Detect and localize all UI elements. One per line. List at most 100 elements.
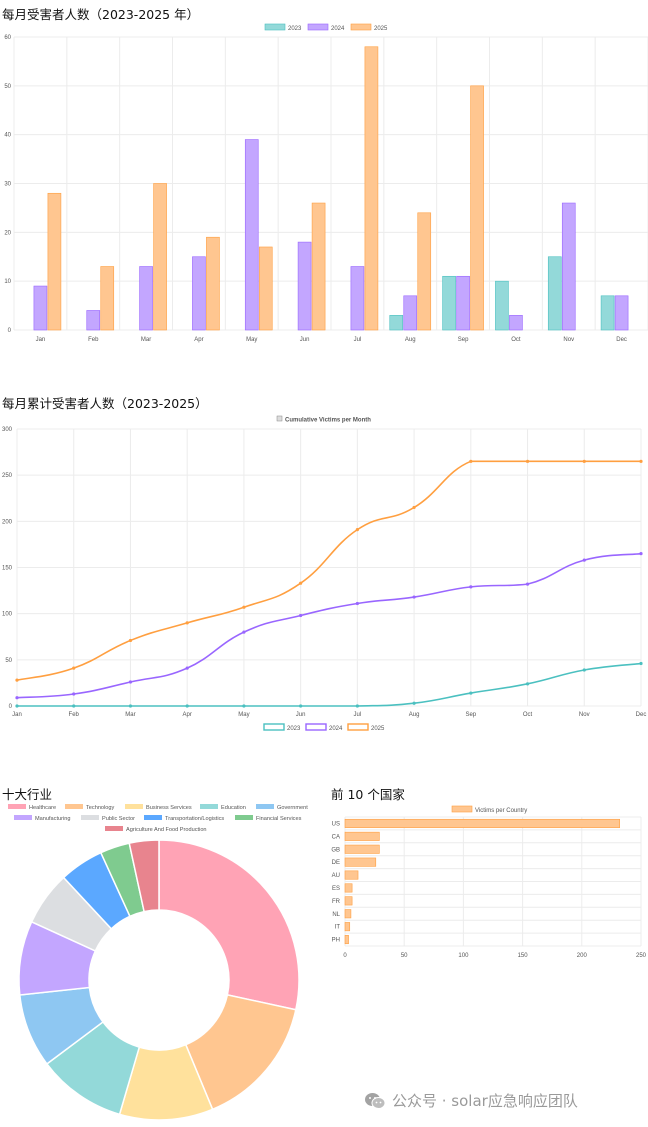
- bar-2024-mar: [139, 266, 153, 331]
- point-2025-mar: [128, 638, 133, 643]
- point-2024-feb: [72, 692, 76, 696]
- point-2023-jul: [355, 704, 359, 708]
- bar-2024-feb: [86, 310, 101, 331]
- bar-2025-aug: [417, 212, 432, 331]
- x-tick-label: Jul: [354, 712, 362, 718]
- point-2024-mar: [128, 680, 133, 684]
- slice-healthcare: [158, 839, 300, 1011]
- legend-swatch-3: [200, 804, 218, 809]
- point-2024-oct: [525, 582, 530, 586]
- legend-label-2024: 2024: [331, 26, 345, 32]
- y-tick-label: ES: [332, 886, 340, 892]
- point-2023-mar: [128, 704, 133, 708]
- x-tick-label: Aug: [409, 712, 420, 718]
- bar-2024-nov: [561, 202, 576, 331]
- point-2024-aug: [412, 595, 416, 599]
- bar-2023-dec: [600, 295, 615, 331]
- bar-2024-sep: [456, 275, 470, 331]
- slice-agriculture-and-food-production: [128, 839, 160, 913]
- legend-swatch-2025: [350, 23, 372, 31]
- point-2025-jan: [15, 678, 19, 682]
- legend-label-2024: 2024: [329, 726, 343, 732]
- x-tick-label: Feb: [69, 712, 80, 718]
- line-series-2023: [17, 662, 642, 707]
- x-tick-label: Dec: [636, 712, 647, 718]
- bar-2024-jun: [297, 241, 312, 331]
- y-tick-label: 200: [2, 519, 13, 525]
- legend-label-1: Technology: [86, 805, 115, 811]
- point-2025-oct: [525, 459, 530, 463]
- x-tick-label: May: [246, 337, 257, 343]
- watermark-text: 公众号 · solar应急响应团队: [392, 1092, 578, 1110]
- wechat-icon: [364, 1092, 386, 1110]
- legend-swatch-8: [235, 815, 253, 820]
- x-tick-label: Jun: [300, 337, 310, 343]
- bar-2023-oct: [495, 280, 509, 331]
- y-tick-label: PH: [332, 938, 340, 944]
- x-tick-label: May: [238, 712, 249, 718]
- y-tick-label: 100: [2, 612, 13, 618]
- legend-label-9: Agriculture And Food Production: [126, 827, 207, 833]
- chart-title: Cumulative Victims per Month: [285, 418, 371, 424]
- x-tick-label: 250: [636, 953, 647, 959]
- legend-label-3: Education: [221, 805, 246, 811]
- point-2023-aug: [412, 701, 416, 705]
- point-2025-feb: [72, 666, 76, 670]
- legend-swatch-5: [14, 815, 32, 820]
- x-tick-label: Feb: [88, 337, 99, 343]
- legend-swatch-2024: [305, 723, 327, 731]
- point-2023-jan: [15, 704, 19, 708]
- y-tick-label: AU: [332, 873, 340, 879]
- legend-label-2025: 2025: [371, 726, 385, 732]
- y-tick-label: 150: [2, 566, 13, 572]
- x-tick-label: 100: [458, 953, 469, 959]
- x-tick-label: Oct: [511, 337, 521, 343]
- bar-2024-apr: [192, 256, 206, 331]
- chart-title-swatch: [276, 415, 283, 422]
- point-2024-jul: [355, 601, 359, 606]
- y-tick-label: 300: [2, 427, 13, 433]
- legend-label: Victims per Country: [475, 808, 527, 814]
- legend-swatch-2023: [264, 23, 286, 31]
- bar-2024-dec: [614, 295, 629, 331]
- bar-2024-jul: [350, 266, 365, 331]
- bar-2025-jun: [311, 202, 326, 331]
- point-2024-sep: [469, 585, 473, 589]
- y-tick-label: 30: [4, 182, 11, 188]
- y-tick-label: 250: [2, 473, 13, 479]
- bar-2023-sep: [442, 275, 456, 331]
- x-tick-label: Jan: [12, 712, 22, 718]
- x-tick-label: Apr: [183, 712, 192, 718]
- y-tick-label: 60: [4, 35, 11, 41]
- legend-swatch-2023: [263, 723, 285, 731]
- y-tick-label: 40: [4, 133, 11, 139]
- x-tick-label: Nov: [579, 712, 590, 718]
- x-tick-label: Jul: [354, 337, 362, 343]
- y-tick-label: NL: [332, 912, 340, 918]
- y-tick-label: GB: [331, 847, 340, 853]
- point-2024-apr: [185, 666, 189, 670]
- point-2024-nov: [582, 558, 586, 562]
- y-tick-label: 20: [4, 230, 11, 236]
- x-tick-label: Mar: [141, 337, 151, 343]
- monthly-chart-title: 每月受害者人数（2023-2025 年）: [2, 7, 200, 22]
- y-tick-label: 0: [8, 328, 12, 334]
- legend-swatch-7: [144, 815, 162, 820]
- legend-swatch-2025: [347, 723, 369, 731]
- point-2023-jun: [299, 704, 303, 708]
- bar-it: [344, 922, 351, 932]
- legend-swatch-2024: [307, 23, 329, 31]
- x-tick-label: Sep: [465, 712, 476, 718]
- y-tick-label: 50: [5, 658, 12, 664]
- point-2025-apr: [185, 621, 189, 625]
- line-series-2024: [16, 552, 642, 699]
- y-tick-label: DE: [332, 860, 340, 866]
- point-2025-dec: [639, 459, 643, 463]
- x-tick-label: Dec: [616, 337, 627, 343]
- legend-label-6: Public Sector: [102, 816, 135, 822]
- bar-fr: [344, 896, 353, 906]
- x-tick-label: Jun: [296, 712, 306, 718]
- legend-swatch-4: [256, 804, 274, 809]
- legend-swatch-1: [65, 804, 83, 809]
- legend-label-7: Transportation/Logistics: [165, 816, 224, 822]
